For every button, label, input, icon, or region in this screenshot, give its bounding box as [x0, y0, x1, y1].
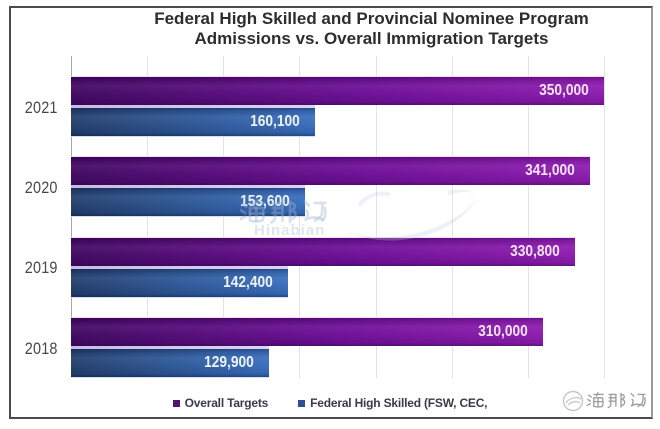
legend-swatch — [172, 399, 180, 407]
chart-frame — [9, 6, 653, 419]
legend-label: Overall Targets — [184, 396, 269, 410]
bar-gap — [71, 105, 315, 108]
federal-high-skilled-value-label: 153,600 — [240, 193, 290, 211]
year-label-2020: 2020 — [25, 177, 58, 197]
year-label-2018: 2018 — [25, 338, 58, 358]
gridline — [527, 56, 529, 378]
bar-gap — [71, 185, 305, 189]
overall-targets-value-label: 310,000 — [478, 323, 528, 340]
year-label-2019: 2019 — [25, 258, 58, 278]
y-axis-line — [71, 56, 72, 378]
legend-item-overall-targets: Overall Targets — [172, 396, 269, 410]
overall-targets-bar-2021: 350,000 — [71, 77, 604, 105]
overall-targets-value-label: 341,000 — [525, 162, 575, 180]
gridline — [451, 56, 453, 378]
chart-title-line2: Admissions vs. Overall Immigration Targe… — [194, 29, 549, 48]
plot-area: 350,000 160,100 341,000 153,600 330,800 142,4… — [71, 56, 620, 378]
overall-targets-bar-2018: 310,000 — [71, 318, 543, 346]
year-label-2021: 2021 — [25, 97, 58, 117]
federal-high-skilled-bar-2019: 142,400 — [71, 268, 288, 297]
overall-targets-bar-2020: 341,000 — [71, 157, 590, 186]
federal-high-skilled-bar-2021: 160,100 — [71, 108, 315, 136]
gridline — [299, 56, 301, 378]
federal-high-skilled-value-label: 160,100 — [250, 113, 300, 130]
federal-high-skilled-value-label: 142,400 — [223, 273, 273, 291]
gridline — [604, 56, 605, 378]
hinabian-logo — [560, 388, 650, 414]
federal-high-skilled-bar-2018: 129,900 — [71, 349, 269, 377]
overall-targets-value-label: 330,800 — [510, 242, 560, 260]
hinabian-logo-icon — [562, 390, 646, 412]
overall-targets-value-label: 350,000 — [539, 82, 589, 99]
bar-gap — [71, 346, 269, 349]
legend-swatch — [298, 399, 306, 407]
chart-title-line1: Federal High Skilled and Provincial Nomi… — [154, 9, 589, 28]
gridline — [223, 56, 225, 378]
overall-targets-bar-2019: 330,800 — [71, 237, 575, 266]
legend-item-federal-high-skilled: Federal High Skilled (FSW, CEC, — [298, 396, 488, 410]
federal-high-skilled-value-label: 129,900 — [204, 354, 254, 371]
bar-gap — [71, 265, 288, 269]
legend-label: Federal High Skilled (FSW, CEC, — [310, 396, 488, 410]
gridline — [147, 56, 149, 378]
chart-title: Federal High Skilled and Provincial Nomi… — [95, 9, 648, 49]
legend: Overall Targets Federal High Skilled (FSW… — [11, 395, 649, 411]
federal-high-skilled-bar-2020: 153,600 — [71, 188, 305, 217]
gridline — [375, 56, 377, 378]
